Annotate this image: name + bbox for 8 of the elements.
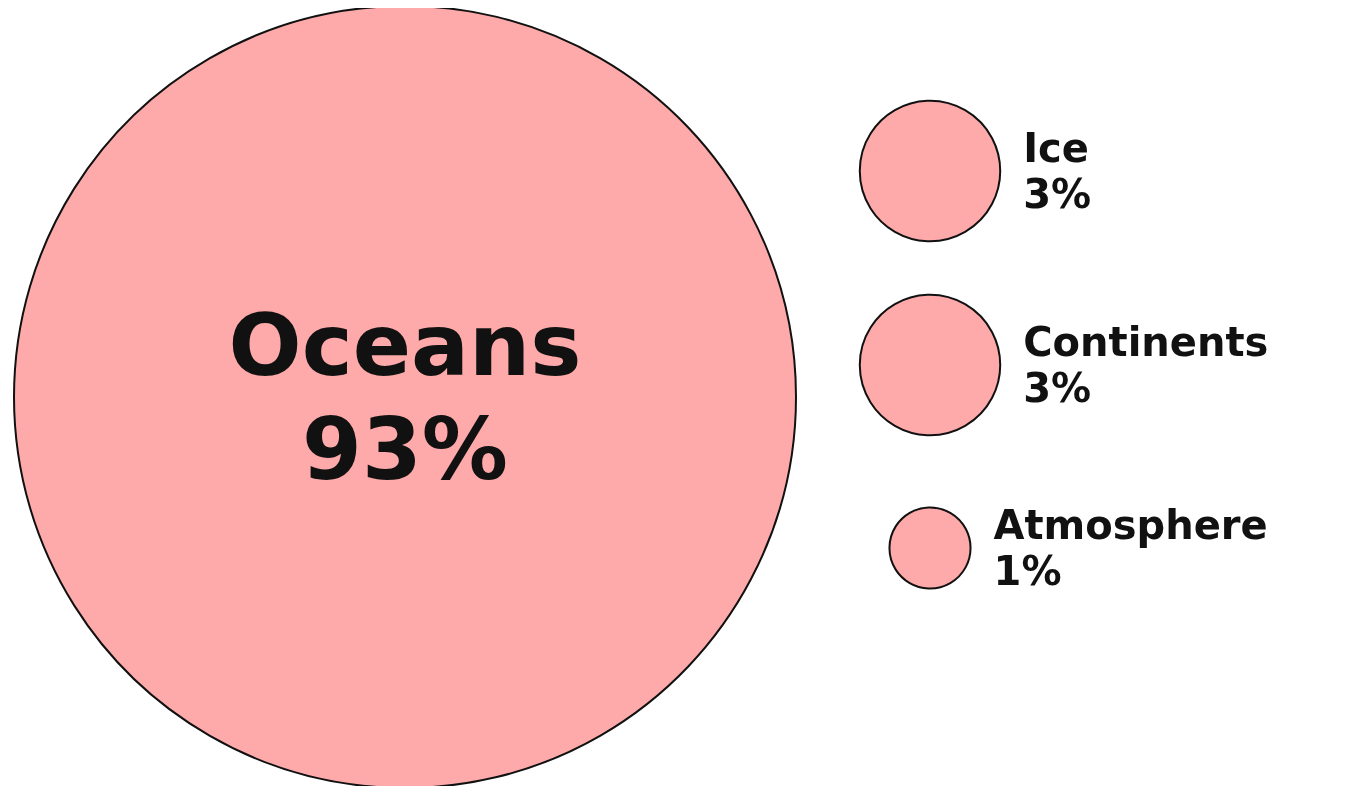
data-label: 3% [1023,171,1092,217]
category-label: Continents [1023,319,1269,365]
category-label: Ice [1023,125,1089,171]
data-label: 3% [1023,365,1092,411]
category-label: Oceans [228,295,582,395]
data-label: 1% [993,548,1062,594]
category-label: Atmosphere [993,502,1268,548]
data-label: 93% [302,399,508,499]
